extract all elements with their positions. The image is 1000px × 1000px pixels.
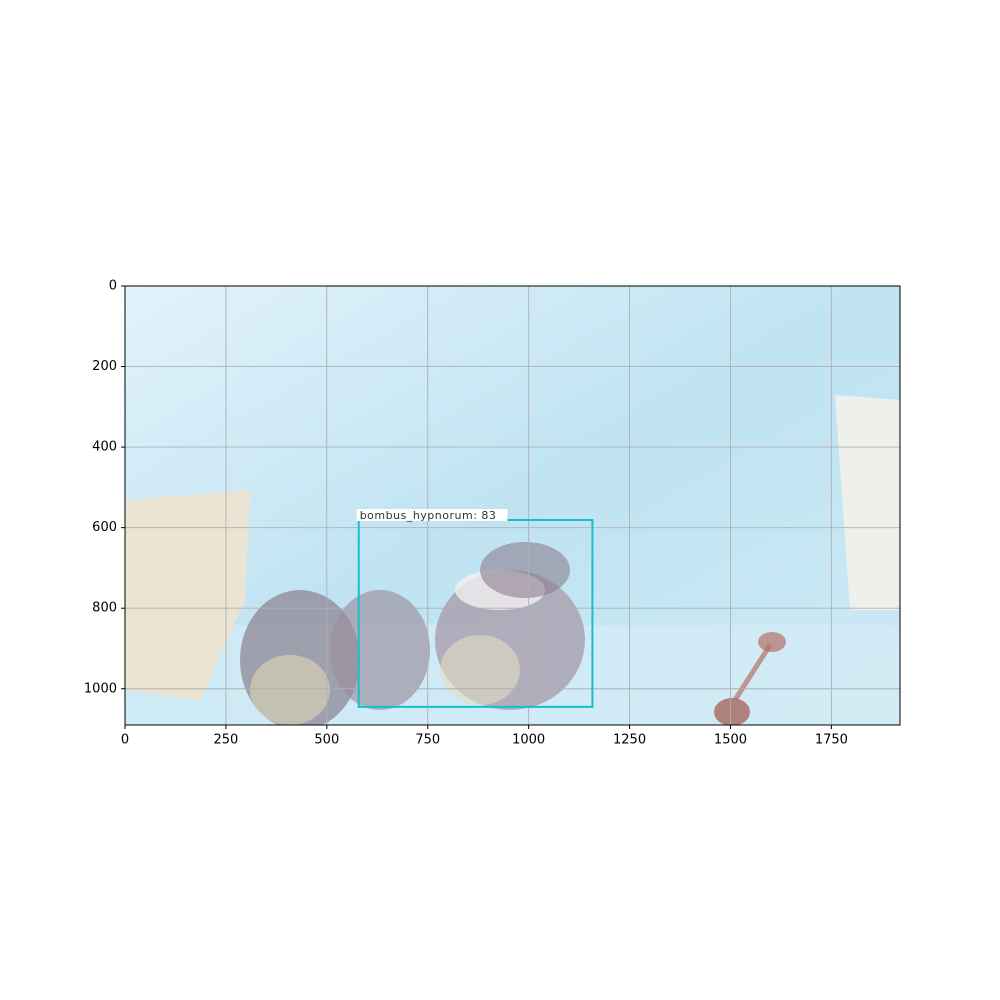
- y-tick-label: 0: [109, 279, 117, 294]
- box-label-background: [356, 508, 508, 521]
- grid: [124, 285, 900, 725]
- boxes: bombus_hypnorum: 83: [356, 508, 594, 708]
- x-tick-label: 1500: [714, 733, 747, 748]
- y-tick-label: 800: [92, 601, 117, 616]
- x-tick-label: 750: [415, 733, 440, 748]
- image: [125, 286, 900, 725]
- x-tick-label: 250: [213, 733, 238, 748]
- ticks: 0 250 500 750 1000 1250 1500 1750 0 200 400 600 800 1…: [84, 279, 848, 748]
- y-tick-label: 400: [92, 440, 117, 455]
- box-label: bombus_hypnorum: 83: [360, 509, 497, 522]
- x-tick-label: 1250: [613, 733, 646, 748]
- y-tick-label: 600: [92, 520, 117, 535]
- x-tick-label: 1750: [815, 733, 848, 748]
- x-tick-label: 0: [121, 733, 129, 748]
- x-tick-label: 500: [314, 733, 339, 748]
- y-tick-label: 1000: [84, 681, 117, 696]
- x-tick-label: 1000: [512, 733, 545, 748]
- y-tick-label: 200: [92, 359, 117, 374]
- axes-frame: [124, 285, 901, 726]
